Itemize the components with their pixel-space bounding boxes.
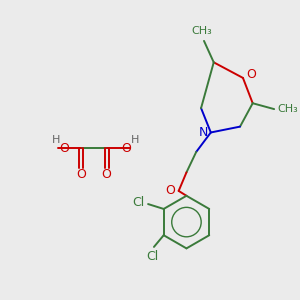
Text: Cl: Cl <box>146 250 158 263</box>
Text: O: O <box>76 168 86 181</box>
Text: O: O <box>102 168 112 181</box>
Text: Cl: Cl <box>132 196 145 208</box>
Text: CH₃: CH₃ <box>278 104 298 114</box>
Text: O: O <box>165 184 175 197</box>
Text: CH₃: CH₃ <box>192 26 212 36</box>
Text: N: N <box>198 126 208 139</box>
Text: O: O <box>121 142 131 154</box>
Text: H: H <box>130 135 139 145</box>
Text: O: O <box>246 68 256 80</box>
Text: H: H <box>52 135 60 145</box>
Text: O: O <box>59 142 69 154</box>
